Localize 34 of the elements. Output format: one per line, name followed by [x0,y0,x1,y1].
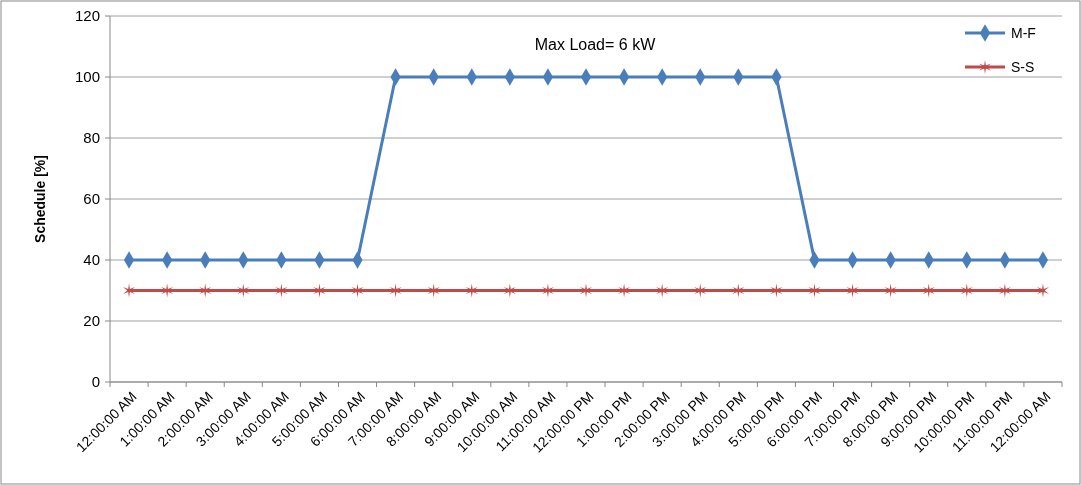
point [846,283,859,298]
point [808,283,821,298]
point [998,283,1011,298]
point [313,283,326,298]
y-axis-title: Schedule [%] [32,155,48,243]
y-tick-label: 40 [83,251,100,269]
y-tick-label: 80 [83,129,100,147]
point [199,283,212,298]
point [503,283,516,298]
point [541,283,554,298]
point [732,283,745,298]
point [770,283,783,298]
legend-label: S-S [1011,58,1035,75]
annotation: Max Load= 6 kW [534,36,657,53]
legend-label: M-F [1011,24,1036,41]
y-tick-label: 60 [83,190,100,208]
point [161,283,174,298]
y-tick-label: 0 [91,373,100,391]
point [351,283,364,298]
point [960,283,973,298]
point [465,283,478,298]
point [656,283,669,298]
point [922,283,935,298]
point [427,283,440,298]
point [694,283,707,298]
point [275,283,288,298]
y-tick-label: 120 [74,7,100,25]
y-tick-label: 20 [83,312,100,330]
point [237,283,250,298]
point [618,283,631,298]
point [1036,283,1050,298]
point [884,283,897,298]
point [389,283,402,298]
y-tick-label: 100 [74,68,100,86]
